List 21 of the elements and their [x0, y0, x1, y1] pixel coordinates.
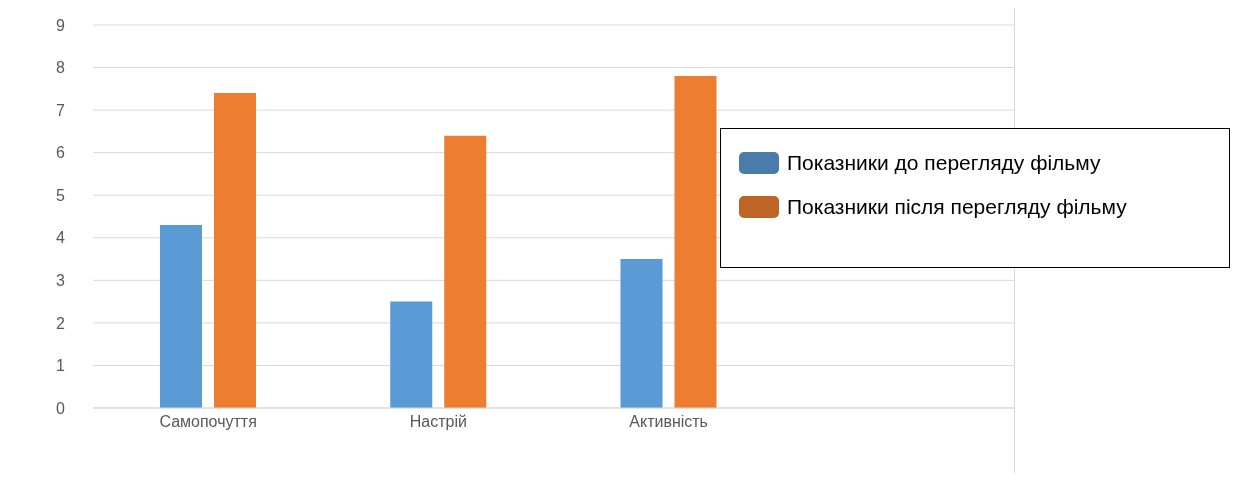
bar [160, 225, 202, 408]
bar [620, 259, 663, 408]
x-tick-label: Настрій [409, 413, 467, 431]
y-tick-label: 0 [56, 399, 66, 417]
y-tick-label: 4 [56, 229, 66, 247]
y-tick-label: 5 [56, 186, 66, 204]
y-tick-label: 2 [56, 314, 66, 332]
x-tick-label: Самопочуття [159, 413, 257, 431]
legend-label: Показники до перегляду фільму [787, 151, 1101, 175]
y-tick-label: 3 [56, 272, 66, 290]
x-tick-label: Активність [629, 413, 708, 431]
bar [444, 135, 487, 408]
legend-label: Показники після перегляду фільму [787, 195, 1127, 219]
y-tick-label: 6 [56, 144, 66, 162]
y-tick-label: 9 [56, 16, 66, 34]
bar [214, 93, 256, 408]
y-tick-label: 7 [56, 101, 66, 119]
y-tick-label: 8 [56, 59, 66, 77]
y-tick-label: 1 [56, 357, 66, 375]
bar [390, 301, 433, 408]
bar [674, 76, 717, 408]
